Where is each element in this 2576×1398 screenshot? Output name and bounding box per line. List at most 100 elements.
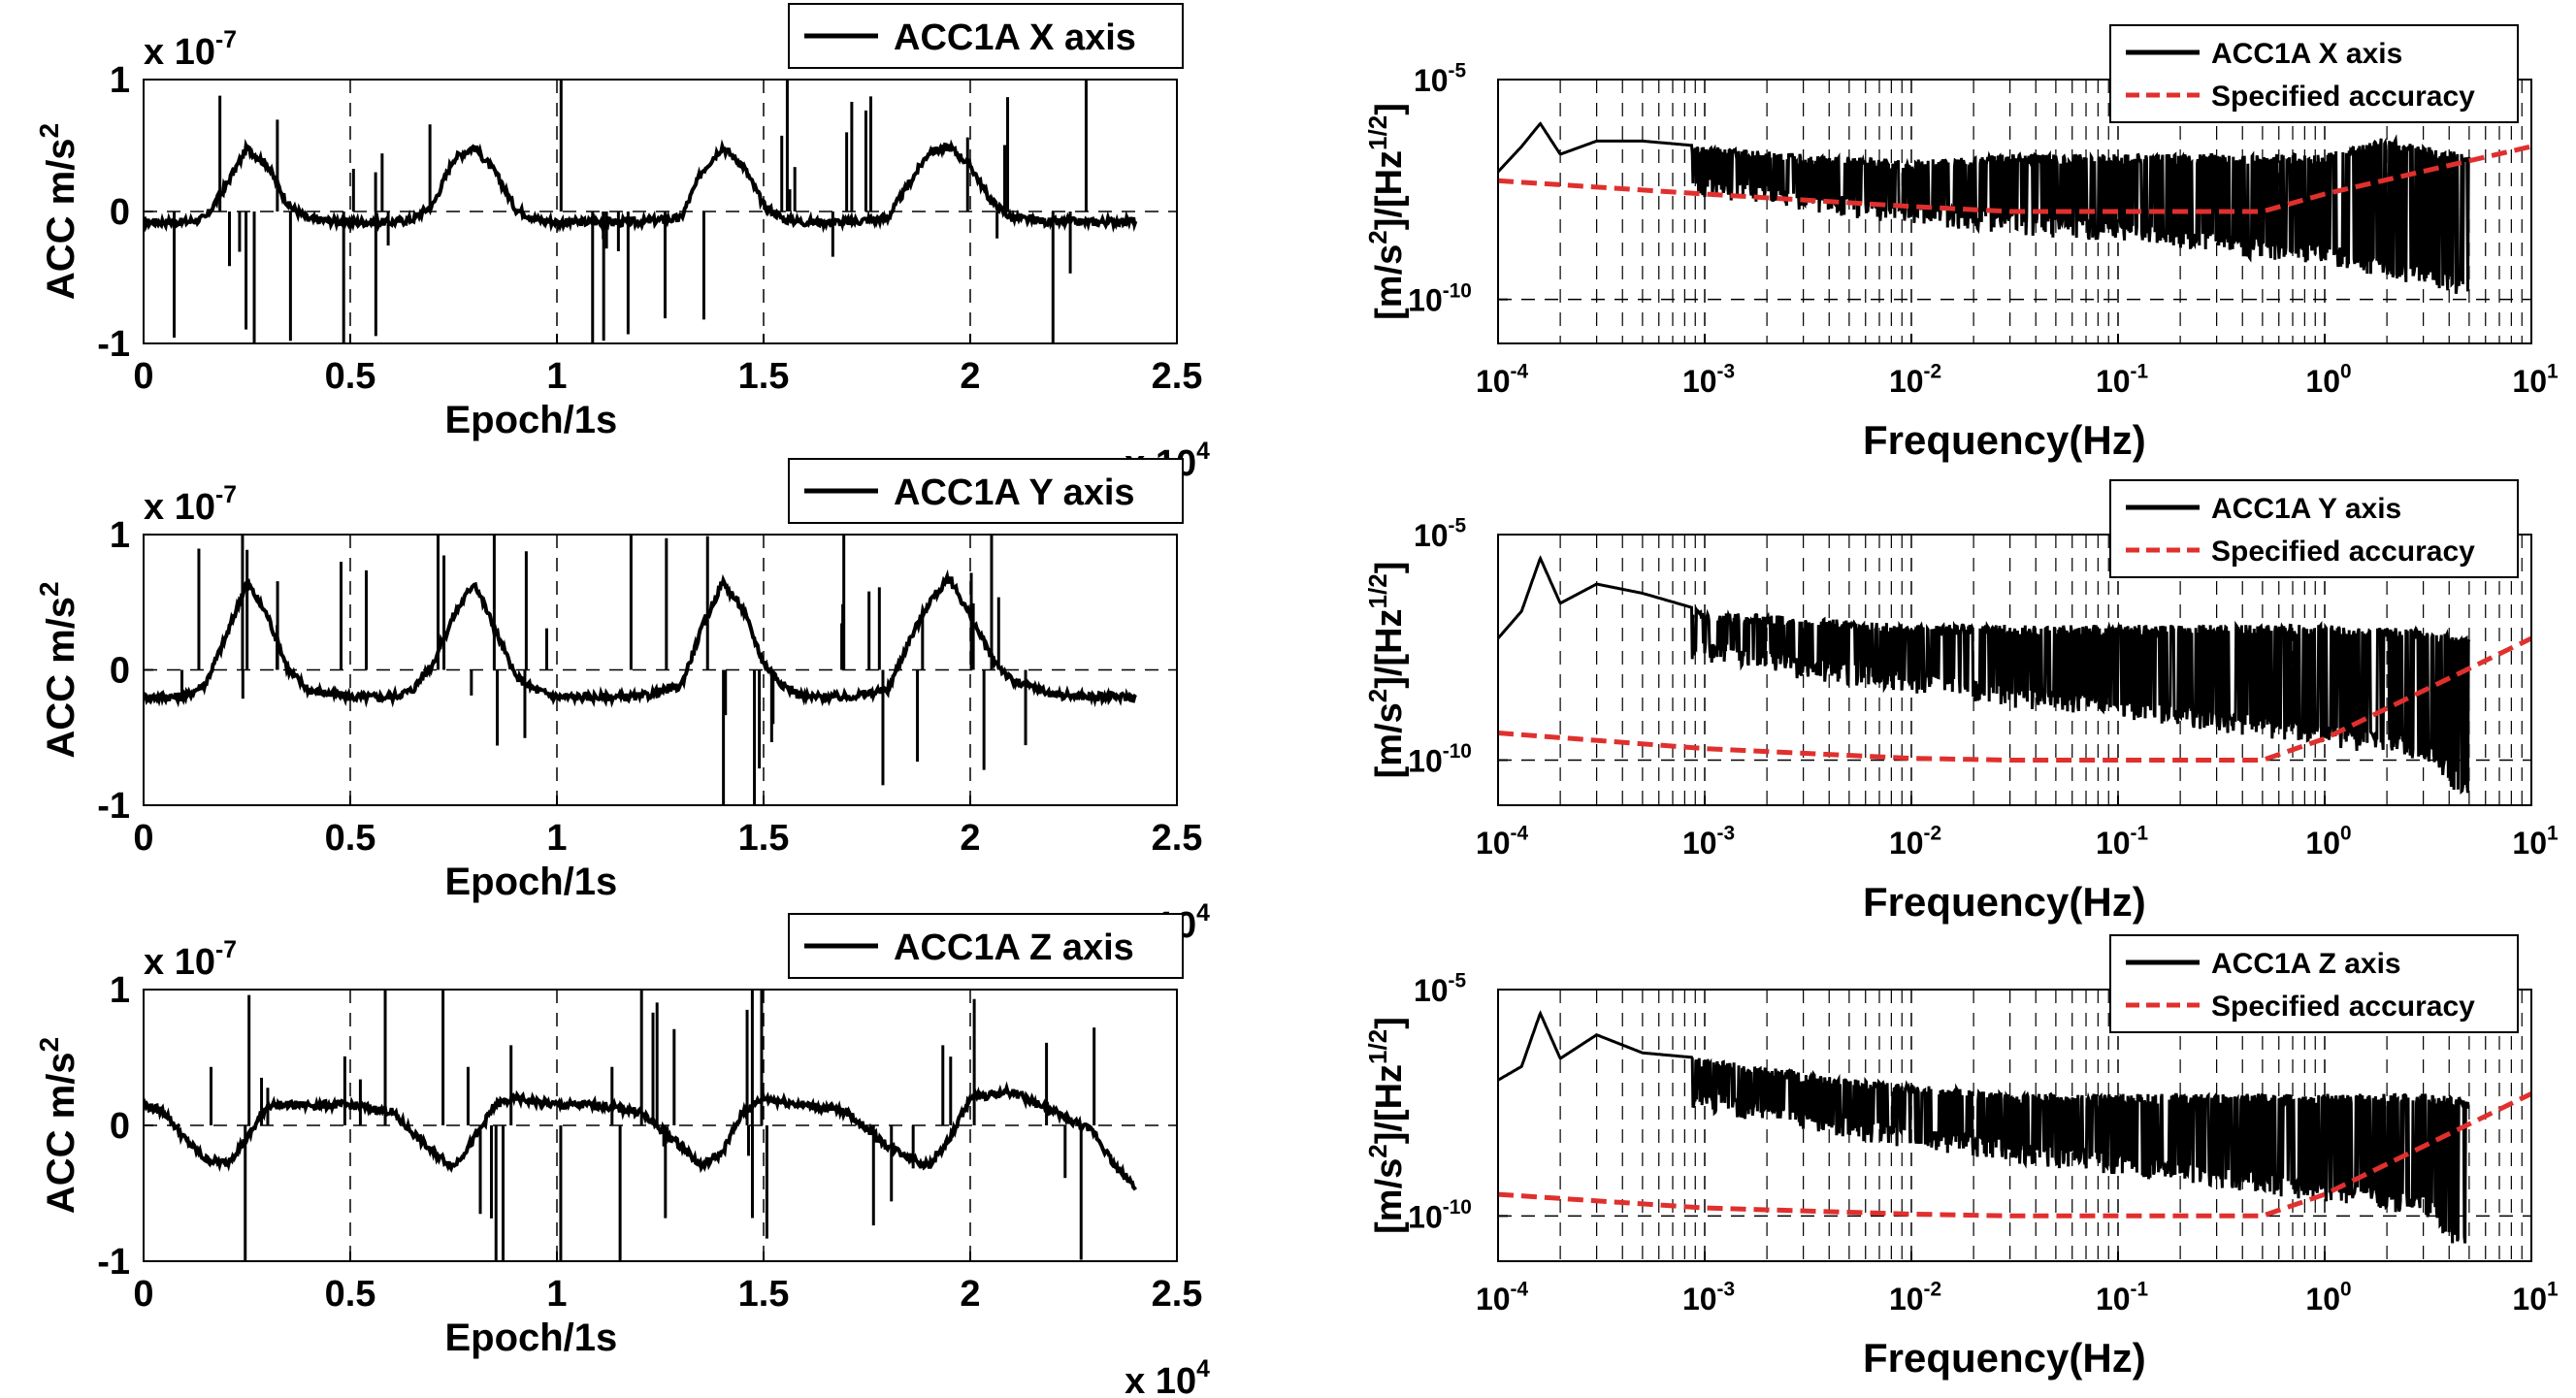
x-axis-label: Epoch/1s: [444, 399, 617, 441]
x-tick-label: 0.5: [325, 818, 376, 859]
y-tick-label: 10-10: [1408, 1196, 1472, 1234]
x-tick-label: 2.5: [1152, 1274, 1203, 1315]
psd-panel-psd_y: 10-4 10-3 10-2 10-1 100 101 10-10 10-5 Frequency…: [1363, 479, 2559, 925]
plot-area: [1498, 555, 2531, 795]
x-tick-label: 1: [546, 356, 567, 397]
legend-label: ACC1A Z axis: [894, 927, 1134, 968]
series-line-specified-accuracy: [1498, 1091, 2531, 1219]
legend-label: Specified accuracy: [2211, 536, 2475, 568]
x-tick-label: 0: [133, 1274, 153, 1315]
psd-panel-psd_z: 10-4 10-3 10-2 10-1 100 101 10-10 10-5 Frequency…: [1363, 934, 2559, 1381]
plot-area: [144, 990, 1138, 1261]
plot-area: [144, 535, 1138, 805]
x-tick-label: 10-4: [1476, 361, 1529, 399]
series-line-specified-accuracy: [1498, 144, 2531, 214]
x-tick-label: 2.5: [1152, 818, 1203, 859]
y-axis-label: ACC m/s2: [34, 581, 82, 758]
series-line-ts_z: [144, 1081, 1138, 1191]
x-tick-label: 1: [546, 1274, 567, 1315]
y-tick-label: 10-5: [1414, 970, 1466, 1008]
y-tick-label: -1: [97, 1242, 130, 1283]
axes-frame: [1497, 534, 2532, 806]
x-tick-label: 100: [2305, 361, 2351, 399]
x-tick-label: 10-3: [1682, 1279, 1735, 1317]
y-axis-label: [m/s2]/[Hz1/2]: [1363, 1017, 1410, 1234]
y-tick-label: -1: [97, 324, 130, 365]
legend-box: [2109, 934, 2519, 1033]
x-tick-label: 2: [960, 356, 980, 397]
y-multiplier-label: x 10-7: [144, 482, 237, 528]
y-tick-label: -1: [97, 786, 130, 827]
plot-area: [144, 80, 1138, 343]
x-tick-label: 101: [2512, 823, 2558, 861]
y-tick-label: 1: [110, 970, 130, 1011]
x-tick-label: 0: [133, 356, 153, 397]
y-tick-label: 0: [110, 1106, 130, 1147]
x-tick-label: 10-1: [2096, 361, 2148, 399]
x-tick-label: 10-3: [1682, 823, 1735, 861]
x-axis-label: Frequency(Hz): [1863, 1335, 2146, 1381]
y-tick-label: 0: [110, 651, 130, 692]
y-tick-label: 1: [110, 60, 130, 101]
x-multiplier-label: x 104: [1125, 1356, 1210, 1398]
series-line-specified-accuracy: [1498, 635, 2531, 763]
y-tick-label: 10-10: [1408, 279, 1472, 317]
legend-label: ACC1A X axis: [894, 17, 1136, 58]
x-tick-label: 10-4: [1476, 1279, 1529, 1317]
series-line-ts_x: [144, 138, 1138, 234]
x-tick-label: 1.5: [738, 1274, 790, 1315]
x-axis-label: Epoch/1s: [444, 861, 617, 903]
legend-label: ACC1A Y axis: [2211, 493, 2401, 525]
y-axis-label: [m/s2]/[Hz1/2]: [1363, 562, 1410, 779]
x-tick-label: 10-2: [1889, 361, 1941, 399]
legend-label: ACC1A Y axis: [894, 472, 1135, 513]
y-axis-label: ACC m/s2: [34, 1037, 82, 1214]
x-tick-label: 100: [2305, 1279, 2351, 1317]
x-tick-label: 10-3: [1682, 361, 1735, 399]
x-tick-label: 10-2: [1889, 1279, 1941, 1317]
legend-box: [2109, 479, 2519, 578]
x-tick-label: 10-1: [2096, 823, 2148, 861]
y-multiplier-label: x 10-7: [144, 937, 237, 983]
x-axis-label: Epoch/1s: [444, 1317, 617, 1359]
x-tick-label: 0.5: [325, 1274, 376, 1315]
x-tick-label: 2: [960, 818, 980, 859]
series-line-psd_x: [1498, 121, 2471, 294]
x-tick-label: 10-4: [1476, 823, 1529, 861]
legend-label: Specified accuracy: [2211, 991, 2475, 1023]
x-tick-label: 2: [960, 1274, 980, 1315]
x-tick-label: 0: [133, 818, 153, 859]
x-axis-label: Frequency(Hz): [1863, 879, 2146, 925]
legend-label: ACC1A X axis: [2211, 38, 2402, 70]
x-tick-label: 1.5: [738, 356, 790, 397]
y-tick-label: 1: [110, 515, 130, 556]
plot-area: [1498, 121, 2531, 294]
y-axis-label: [m/s2]/[Hz1/2]: [1363, 103, 1410, 320]
series-line-psd_y: [1498, 555, 2471, 795]
x-tick-label: 100: [2305, 823, 2351, 861]
x-tick-label: 1: [546, 818, 567, 859]
legend-label: Specified accuracy: [2211, 81, 2475, 113]
y-tick-label: 10-5: [1414, 60, 1466, 98]
x-tick-label: 2.5: [1152, 356, 1203, 397]
x-tick-label: 0.5: [325, 356, 376, 397]
legend-box: [2109, 24, 2519, 123]
series-line-ts_y: [144, 569, 1138, 708]
legend-label: ACC1A Z axis: [2211, 948, 2401, 980]
x-tick-label: 101: [2512, 1279, 2558, 1317]
x-tick-label: 10-2: [1889, 823, 1941, 861]
plot-area: [1498, 1010, 2531, 1244]
x-axis-label: Frequency(Hz): [1863, 417, 2146, 463]
axes-frame: [1497, 79, 2532, 344]
x-tick-label: 10-1: [2096, 1279, 2148, 1317]
y-multiplier-label: x 10-7: [144, 27, 237, 73]
y-axis-label: ACC m/s2: [34, 123, 82, 300]
y-tick-label: 10-5: [1414, 515, 1466, 553]
psd-panel-psd_x: 10-4 10-3 10-2 10-1 100 101 10-10 10-5 Frequency…: [1363, 24, 2559, 463]
x-tick-label: 1.5: [738, 818, 790, 859]
y-tick-label: 10-10: [1408, 740, 1472, 778]
